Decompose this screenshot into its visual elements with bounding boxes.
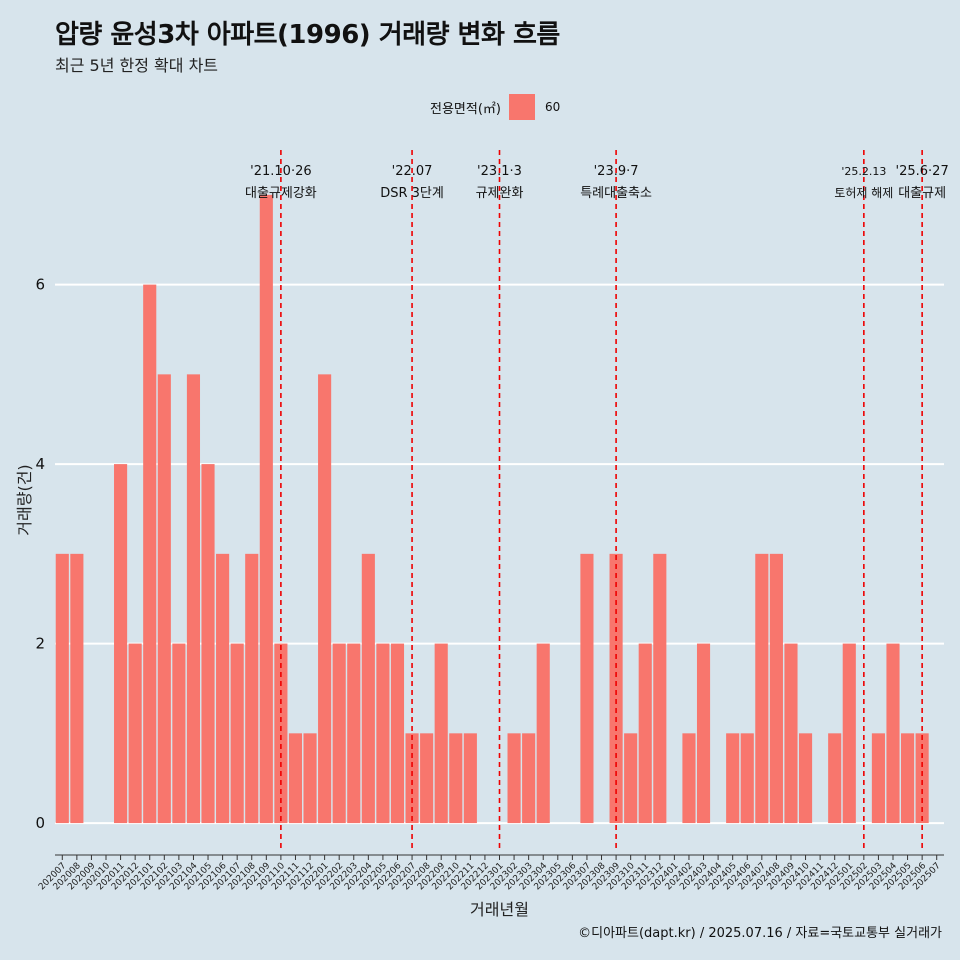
bar — [114, 464, 128, 824]
bar — [143, 284, 157, 824]
bar — [463, 733, 477, 824]
source-caption: ©디아파트(dapt.kr) / 2025.07.16 / 자료=국토교통부 실… — [578, 926, 942, 941]
bar — [624, 733, 638, 824]
bar — [449, 733, 463, 824]
event-date-label: '25.6·27 — [896, 164, 949, 179]
bar — [376, 643, 390, 824]
bar — [901, 733, 915, 824]
bar — [682, 733, 696, 824]
bar — [288, 733, 303, 824]
x-axis-title: 거래년월 — [470, 900, 529, 919]
event-name-label: 토허제 해제 — [834, 186, 893, 200]
bar — [172, 643, 186, 824]
bar — [828, 733, 842, 824]
legend-swatch — [508, 94, 535, 120]
bar — [886, 643, 900, 824]
bar — [186, 374, 201, 824]
bar — [522, 733, 536, 824]
bar — [230, 643, 244, 824]
bar — [216, 553, 230, 824]
bar — [726, 733, 740, 824]
bar — [157, 374, 171, 824]
event-date-label: '23.9·7 — [594, 164, 639, 179]
bar — [536, 643, 550, 824]
y-axis-title: 거래량(건) — [15, 464, 34, 535]
bar — [420, 733, 434, 824]
legend: 전용면적(㎡) 60 — [430, 94, 560, 120]
legend-item-label: 60 — [544, 100, 561, 114]
bar — [638, 643, 652, 824]
event-name-label: 규제완화 — [476, 186, 524, 201]
bar — [653, 553, 667, 824]
bar — [361, 553, 375, 824]
bar — [755, 553, 769, 824]
bar — [769, 553, 783, 824]
legend-title: 전용면적(㎡) — [430, 101, 501, 117]
bar — [798, 733, 813, 824]
event-name-label: 대출규제 — [898, 186, 946, 201]
bar — [318, 374, 332, 824]
bar — [842, 643, 856, 824]
bar — [434, 643, 448, 824]
bar — [580, 553, 594, 824]
bar — [274, 643, 288, 824]
bar — [405, 733, 419, 824]
chart-subtitle: 최근 5년 한정 확대 차트 — [55, 56, 219, 75]
bar — [609, 553, 623, 824]
event-date-label: '22.07 — [392, 164, 433, 179]
bar — [740, 733, 754, 824]
y-tick-label: 4 — [35, 455, 45, 473]
y-tick-label: 0 — [35, 814, 45, 832]
bar — [332, 643, 346, 824]
event-date-label: '21.10·26 — [250, 164, 311, 179]
bar — [245, 553, 259, 824]
event-date-label: '25.2.13 — [841, 165, 886, 178]
bar — [915, 733, 929, 824]
event-name-label: 대출규제강화 — [245, 186, 317, 201]
bar — [507, 733, 521, 824]
bar — [347, 643, 361, 824]
bar — [784, 643, 798, 824]
y-tick-label: 6 — [35, 276, 45, 294]
bar — [871, 733, 885, 824]
bar — [696, 643, 711, 824]
event-name-label: 특례대출축소 — [580, 186, 652, 201]
bar — [55, 553, 69, 824]
event-date-label: '23.1·3 — [477, 164, 522, 179]
chart-title: 압량 윤성3차 아파트(1996) 거래량 변화 흐름 — [55, 20, 560, 50]
bar — [201, 464, 215, 824]
bar — [303, 733, 317, 824]
bar — [390, 643, 405, 824]
bar — [70, 553, 84, 824]
bar — [128, 643, 142, 824]
event-name-label: DSR 3단계 — [380, 186, 444, 201]
bar — [259, 194, 273, 824]
y-tick-label: 2 — [35, 635, 45, 653]
